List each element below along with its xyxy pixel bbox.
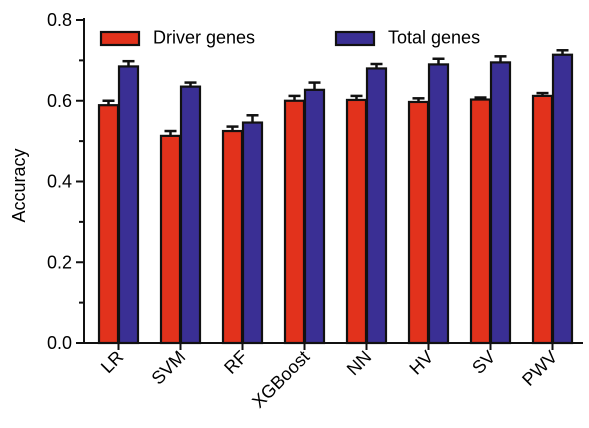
y-tick-label: 0.4	[47, 172, 72, 192]
legend-label-driver-genes: Driver genes	[153, 28, 255, 48]
y-tick-label: 0.6	[47, 91, 72, 111]
y-axis-title: Accuracy	[9, 148, 29, 222]
x-tick-label-xgboost: XGBoost	[248, 347, 313, 412]
bar-total-genes-pwv	[551, 53, 574, 345]
bar-total-genes-lr	[117, 65, 140, 345]
bar-driver-genes-hv	[407, 100, 430, 345]
x-tick-label-hv: HV	[405, 347, 437, 379]
y-tick-label: 0.0	[47, 333, 72, 353]
legend-swatch-driver-genes	[99, 30, 141, 47]
bar-total-genes-svm	[179, 85, 202, 345]
bars-layer	[97, 49, 574, 345]
bar-driver-genes-xgboost	[283, 99, 306, 345]
bar-driver-genes-nn	[345, 98, 368, 345]
x-tick-label-pwv: PWV	[518, 347, 561, 390]
x-tick-label-svm: SVM	[148, 347, 190, 389]
bar-total-genes-nn	[365, 67, 388, 345]
legend: Driver genes Total genes	[99, 28, 480, 48]
bar-driver-genes-rf	[221, 129, 244, 345]
bar-driver-genes-lr	[97, 104, 120, 345]
bar-driver-genes-sv	[469, 98, 492, 345]
bar-total-genes-rf	[241, 121, 264, 345]
x-tick-label-lr: LR	[97, 347, 127, 377]
x-tick-label-sv: SV	[468, 347, 499, 378]
legend-swatch-total-genes	[334, 30, 376, 47]
x-tick-label-nn: NN	[343, 347, 376, 380]
bar-driver-genes-pwv	[531, 94, 554, 345]
y-tick-label: 0.2	[47, 252, 72, 272]
y-tick-label: 0.8	[47, 10, 72, 30]
legend-label-total-genes: Total genes	[388, 28, 480, 48]
x-tick-label-rf: RF	[220, 347, 251, 378]
bar-total-genes-hv	[427, 63, 450, 345]
bar-total-genes-xgboost	[303, 88, 326, 345]
bar-total-genes-sv	[489, 61, 512, 345]
bar-driver-genes-svm	[159, 134, 182, 345]
